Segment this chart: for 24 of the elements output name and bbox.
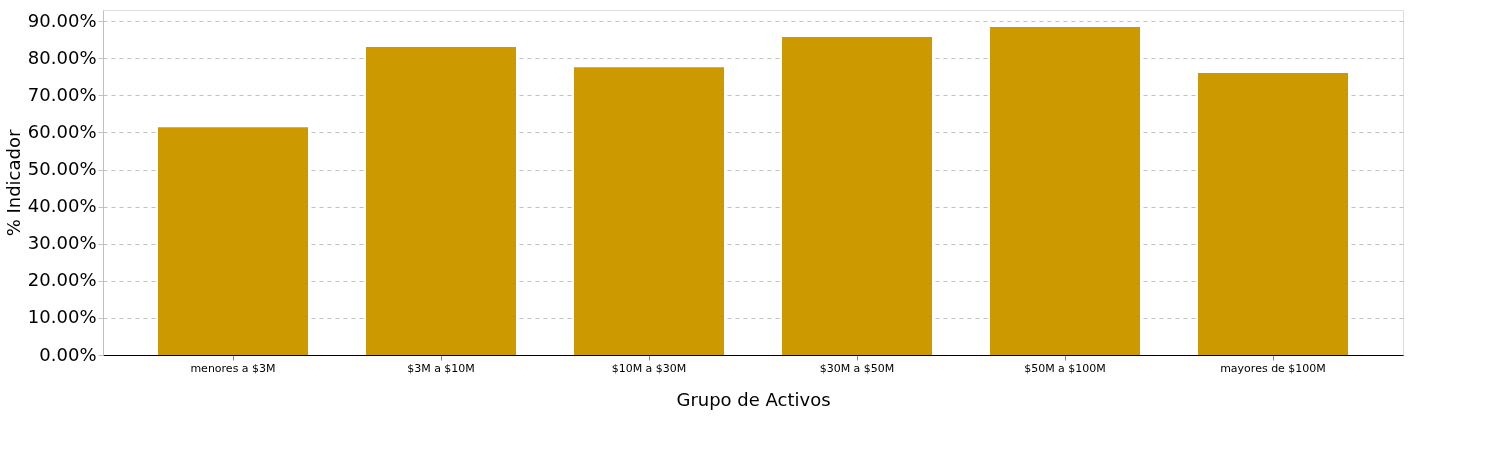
y-tick-label: 30.00% <box>27 232 97 254</box>
y-tick-label: 0.00% <box>39 343 97 365</box>
y-axis-title: % Indicador <box>2 129 24 237</box>
x-tick-label: $50M a $100M <box>1024 361 1106 375</box>
bar <box>366 47 516 355</box>
bar <box>1198 73 1348 355</box>
x-tick-label: $10M a $30M <box>611 361 687 375</box>
y-tick-label: 20.00% <box>27 269 97 291</box>
y-tick-label: 60.00% <box>27 120 97 142</box>
x-axis-title: Grupo de Activos <box>676 388 831 410</box>
bar <box>990 27 1140 355</box>
y-tick-label: 50.00% <box>27 158 97 180</box>
x-tick-label: mayores de $100M <box>1220 361 1326 375</box>
bar <box>158 127 308 355</box>
y-tick-label: 80.00% <box>27 46 97 68</box>
y-tick-label: 40.00% <box>27 195 97 217</box>
bar <box>782 37 932 355</box>
x-tick-label: $3M a $10M <box>407 361 475 375</box>
x-tick-label: menores a $3M <box>190 361 276 375</box>
bar <box>574 67 724 355</box>
y-tick-label: 10.00% <box>27 306 97 328</box>
y-tick-label: 70.00% <box>27 83 97 105</box>
y-tick-label: 90.00% <box>27 9 97 31</box>
x-tick-label: $30M a $50M <box>819 361 895 375</box>
